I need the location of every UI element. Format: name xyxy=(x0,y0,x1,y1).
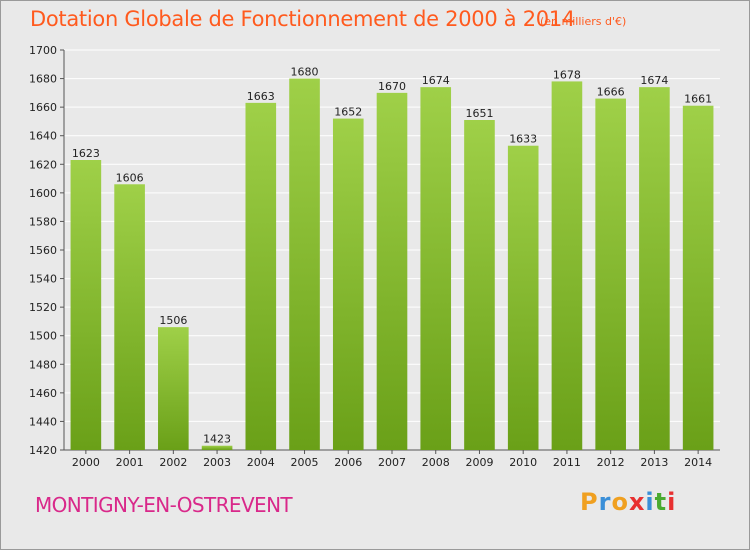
x-tick-label-2004: 2004 xyxy=(247,456,275,469)
value-label-2000: 1623 xyxy=(72,147,100,160)
bar-2001 xyxy=(114,184,145,451)
y-tick-label: 1520 xyxy=(29,301,57,314)
bar-2008 xyxy=(420,87,452,451)
y-tick-label: 1640 xyxy=(29,130,57,143)
x-tick-label-2010: 2010 xyxy=(509,456,537,469)
logo-letter: x xyxy=(628,488,646,516)
bars: 1623 1606 1506 1423 1663 1680 1652 1670 1674 1651… xyxy=(70,66,714,451)
value-label-2011: 1678 xyxy=(553,68,581,81)
value-label-2013: 1674 xyxy=(640,74,668,87)
y-tick-label: 1440 xyxy=(29,415,57,428)
logo-letter: i xyxy=(667,488,677,516)
chart-title: Dotation Globale de Fonctionnement de 20… xyxy=(30,7,575,31)
y-tick-label: 1580 xyxy=(29,215,57,228)
bar-2011 xyxy=(551,81,583,450)
x-tick-label-2002: 2002 xyxy=(159,456,187,469)
y-tick-label: 1620 xyxy=(29,158,57,171)
bar-2003 xyxy=(201,445,233,450)
logo-letter: t xyxy=(654,488,668,516)
value-label-2009: 1651 xyxy=(465,107,493,120)
bar-2010 xyxy=(507,145,539,450)
value-label-2003: 1423 xyxy=(203,433,231,446)
bar-2006 xyxy=(332,118,364,451)
value-label-2008: 1674 xyxy=(422,74,450,87)
logo-letter: r xyxy=(598,488,612,516)
x-tick-label-2003: 2003 xyxy=(203,456,231,469)
x-tick-label-2014: 2014 xyxy=(684,456,712,469)
x-tick-label-2009: 2009 xyxy=(465,456,493,469)
bar-2000 xyxy=(70,160,102,450)
proxiti-logo: Proxiti xyxy=(580,488,676,516)
y-tick-label: 1480 xyxy=(29,358,57,371)
unit-note: (en milliers d'€) xyxy=(540,15,627,28)
y-axis-ticks: 1420 1440 1460 1480 1500 1520 1540 1560 1580 1600… xyxy=(29,44,64,457)
y-tick-label: 1660 xyxy=(29,101,57,114)
x-tick-label-2013: 2013 xyxy=(640,456,668,469)
y-tick-label: 1500 xyxy=(29,330,57,343)
bar-2005 xyxy=(289,78,320,451)
commune-name: MONTIGNY-EN-OSTREVENT xyxy=(35,493,293,517)
x-tick-label-2012: 2012 xyxy=(597,456,625,469)
logo-letter: P xyxy=(580,488,599,516)
y-tick-label: 1560 xyxy=(29,244,57,257)
y-tick-label: 1540 xyxy=(29,273,57,286)
value-label-2012: 1666 xyxy=(597,86,625,99)
y-tick-label: 1700 xyxy=(29,44,57,57)
bar-2014 xyxy=(682,105,714,450)
value-label-2002: 1506 xyxy=(159,314,187,327)
value-label-2014: 1661 xyxy=(684,93,712,106)
logo-letter: i xyxy=(645,488,655,516)
logo-letter: o xyxy=(611,488,629,516)
x-tick-label-2006: 2006 xyxy=(334,456,362,469)
value-label-2001: 1606 xyxy=(116,171,144,184)
bar-2004 xyxy=(245,102,277,450)
x-tick-label-2011: 2011 xyxy=(553,456,581,469)
value-label-2005: 1680 xyxy=(291,66,319,79)
value-label-2006: 1652 xyxy=(334,106,362,119)
x-tick-label-2000: 2000 xyxy=(72,456,100,469)
x-tick-label-2001: 2001 xyxy=(116,456,144,469)
bar-2012 xyxy=(595,98,626,451)
bar-2009 xyxy=(464,120,495,450)
y-tick-label: 1680 xyxy=(29,73,57,86)
bar-2002 xyxy=(158,327,189,450)
bar-2007 xyxy=(376,92,408,450)
bar-2013 xyxy=(639,87,670,451)
y-tick-label: 1600 xyxy=(29,187,57,200)
value-label-2007: 1670 xyxy=(378,80,406,93)
value-label-2004: 1663 xyxy=(247,90,275,103)
x-tick-label-2008: 2008 xyxy=(422,456,450,469)
y-tick-label: 1420 xyxy=(29,444,57,457)
value-label-2010: 1633 xyxy=(509,133,537,146)
x-tick-label-2005: 2005 xyxy=(291,456,319,469)
x-tick-label-2007: 2007 xyxy=(378,456,406,469)
y-tick-label: 1460 xyxy=(29,387,57,400)
x-axis-ticks: 2000 2001 2002 2003 2004 2005 2006 2007 2008 2009… xyxy=(72,450,712,469)
